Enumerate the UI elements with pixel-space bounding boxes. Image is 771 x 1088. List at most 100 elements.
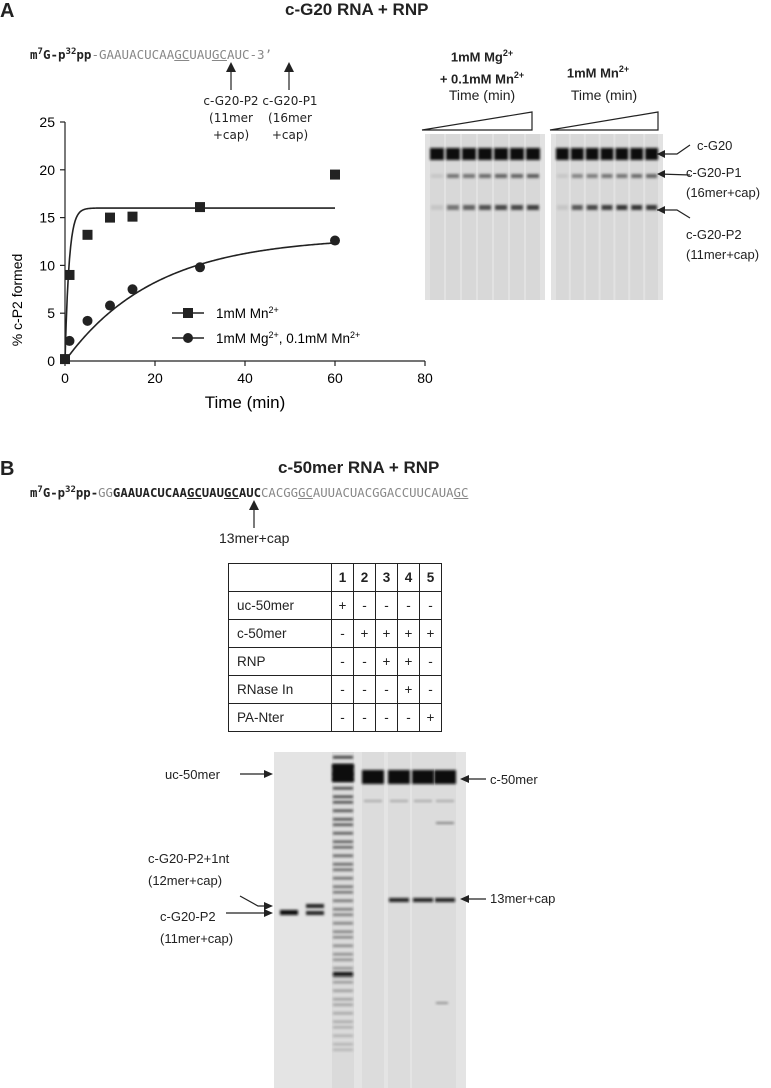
gel-band-substrate — [494, 148, 508, 160]
gel-lane — [434, 752, 456, 1088]
gel-band-ladder — [333, 846, 353, 849]
gel-band-p1 — [557, 174, 568, 178]
gel-b-label-uc50: uc-50mer — [165, 767, 220, 782]
panel-a-sequence: m7G-p32pp-GAAUACUCAAGCUAUGCAUC-3’ — [30, 47, 273, 63]
gel-band-ladder — [333, 840, 353, 843]
x-tick-label: 20 — [147, 370, 163, 386]
gel-a-time1: Time (min) — [448, 87, 516, 103]
lane-number: 1 — [331, 563, 354, 592]
gel-band-p1 — [447, 174, 459, 178]
gel-b-label-c50: c-50mer — [490, 772, 538, 787]
gel-band-ladder — [333, 967, 353, 970]
lane-number: 5 — [419, 563, 442, 592]
gel-band-ladder — [333, 863, 353, 866]
y-tick-label: 5 — [47, 305, 55, 321]
gel-band-substrate — [570, 148, 584, 160]
gel-band-ladder — [333, 922, 353, 925]
legend-label-mn: 1mM Mn2+ — [216, 305, 279, 321]
gel-band-ladder — [333, 899, 353, 902]
gel-band-ladder — [333, 868, 353, 871]
gel-band-substrate — [645, 148, 658, 160]
gel-band-substrate — [600, 148, 614, 160]
gel-band-ladder — [333, 1003, 353, 1006]
gel-band-c50 — [434, 770, 456, 784]
gel-band-ladder — [333, 944, 353, 947]
gel-band-p2 — [601, 205, 613, 210]
gel-band-ladder — [333, 795, 353, 798]
gel-band-faint — [364, 800, 382, 802]
gel-band-ladder — [333, 981, 353, 984]
data-point-square — [195, 202, 205, 213]
y-tick-label: 15 — [39, 210, 55, 226]
gel-band-ladder — [333, 823, 353, 826]
gel-band-p1 — [479, 174, 491, 178]
gel-band-ladder — [333, 1012, 353, 1015]
gel-band-ladder — [333, 832, 353, 835]
data-point-circle — [82, 315, 93, 326]
gel-band-ladder — [333, 1048, 353, 1051]
gel-lane — [362, 752, 384, 1088]
table-row: PA-Nter - - - - + — [228, 703, 442, 732]
gel-band-substrate — [630, 148, 644, 160]
gel-band-p1 — [431, 174, 443, 178]
data-point-square — [105, 212, 115, 223]
x-tick-label: 40 — [237, 370, 253, 386]
panel-b-title: c-50mer RNA + RNP — [278, 458, 440, 477]
gel-a-time-wedges — [421, 111, 659, 131]
x-tick-label: 0 — [61, 370, 69, 386]
gel-a-band-arrows — [657, 144, 691, 219]
gel-band-p2 — [495, 205, 507, 210]
data-point-square — [64, 269, 75, 280]
gel-band-ladder — [333, 877, 353, 880]
gel-band-p2 — [571, 205, 583, 210]
band-label-cg20: c-G20 — [697, 138, 733, 153]
data-point-circle — [195, 262, 205, 273]
gel-band-substrate — [556, 148, 569, 160]
gel-band-c50 — [388, 770, 410, 784]
panel-b-sequence: m7G-p32pp-GGGAAUACUCAAGCUAUGCAUCCACGGGCA… — [30, 485, 469, 501]
gel-band-substrate — [526, 148, 540, 160]
gel-band-13mer — [435, 898, 455, 902]
gel-band-ladder — [333, 756, 353, 759]
panel-a-letter: A — [0, 0, 15, 22]
legend-label-mgmn: 1mM Mg2+, 0.1mM Mn2+ — [216, 330, 360, 346]
data-point-circle — [64, 335, 75, 346]
chart-xlabel: Time (min) — [205, 393, 286, 412]
gel-band-ladder — [333, 953, 353, 956]
band-label-p1: c-G20-P1 (16mer+cap) — [686, 165, 761, 200]
data-point-circle — [127, 284, 138, 295]
gel-lane — [388, 752, 410, 1088]
panel-b-seq-arrow — [249, 500, 259, 528]
panel-b-annot: 13mer+cap — [219, 530, 290, 546]
x-tick-label: 60 — [327, 370, 343, 386]
x-tick-label: 80 — [417, 370, 433, 386]
gel-band-p1 — [586, 174, 598, 178]
chart-ylabel: % c-P2 formed — [9, 254, 25, 347]
gel-band-marker-p2b — [306, 911, 324, 915]
lane-number: 4 — [397, 563, 420, 592]
kinetics-chart: 0 5 10 15 20 25 0 20 40 60 80 % c-P2 formed Time (… — [9, 114, 433, 412]
gel-band-marker-p2plus — [306, 904, 324, 908]
chart-legend: 1mM Mn2+ 1mM Mg2+, 0.1mM Mn2+ — [172, 305, 360, 346]
gel-band-13mer — [389, 898, 409, 902]
gel-b-label-13mer: 13mer+cap — [490, 891, 556, 906]
gel-band-ladder — [333, 908, 353, 911]
gel-band-ladder — [333, 1043, 353, 1046]
table-row: RNase In - - - + - — [228, 675, 442, 704]
gel-band-ladder — [333, 818, 353, 821]
gel-band-p2 — [447, 205, 459, 210]
gel-band-p1 — [631, 174, 643, 178]
gel-band-p2 — [646, 205, 657, 210]
data-point-circle — [105, 300, 115, 311]
y-tick-label: 10 — [39, 257, 55, 273]
gel-band-substrate — [615, 148, 629, 160]
lane-number: 3 — [375, 563, 398, 592]
gel-band-p1 — [601, 174, 613, 178]
condition-table: 1 2 3 4 5 uc-50mer + - - - - c-50mer - + + + + R… — [228, 563, 442, 732]
gel-band-p1 — [511, 174, 523, 178]
gel-band-faint — [436, 822, 454, 824]
gel-band-substrate — [446, 148, 460, 160]
gel-band-marker-p2 — [280, 910, 298, 915]
gel-band-p2 — [631, 205, 643, 210]
data-point-square — [127, 211, 138, 222]
